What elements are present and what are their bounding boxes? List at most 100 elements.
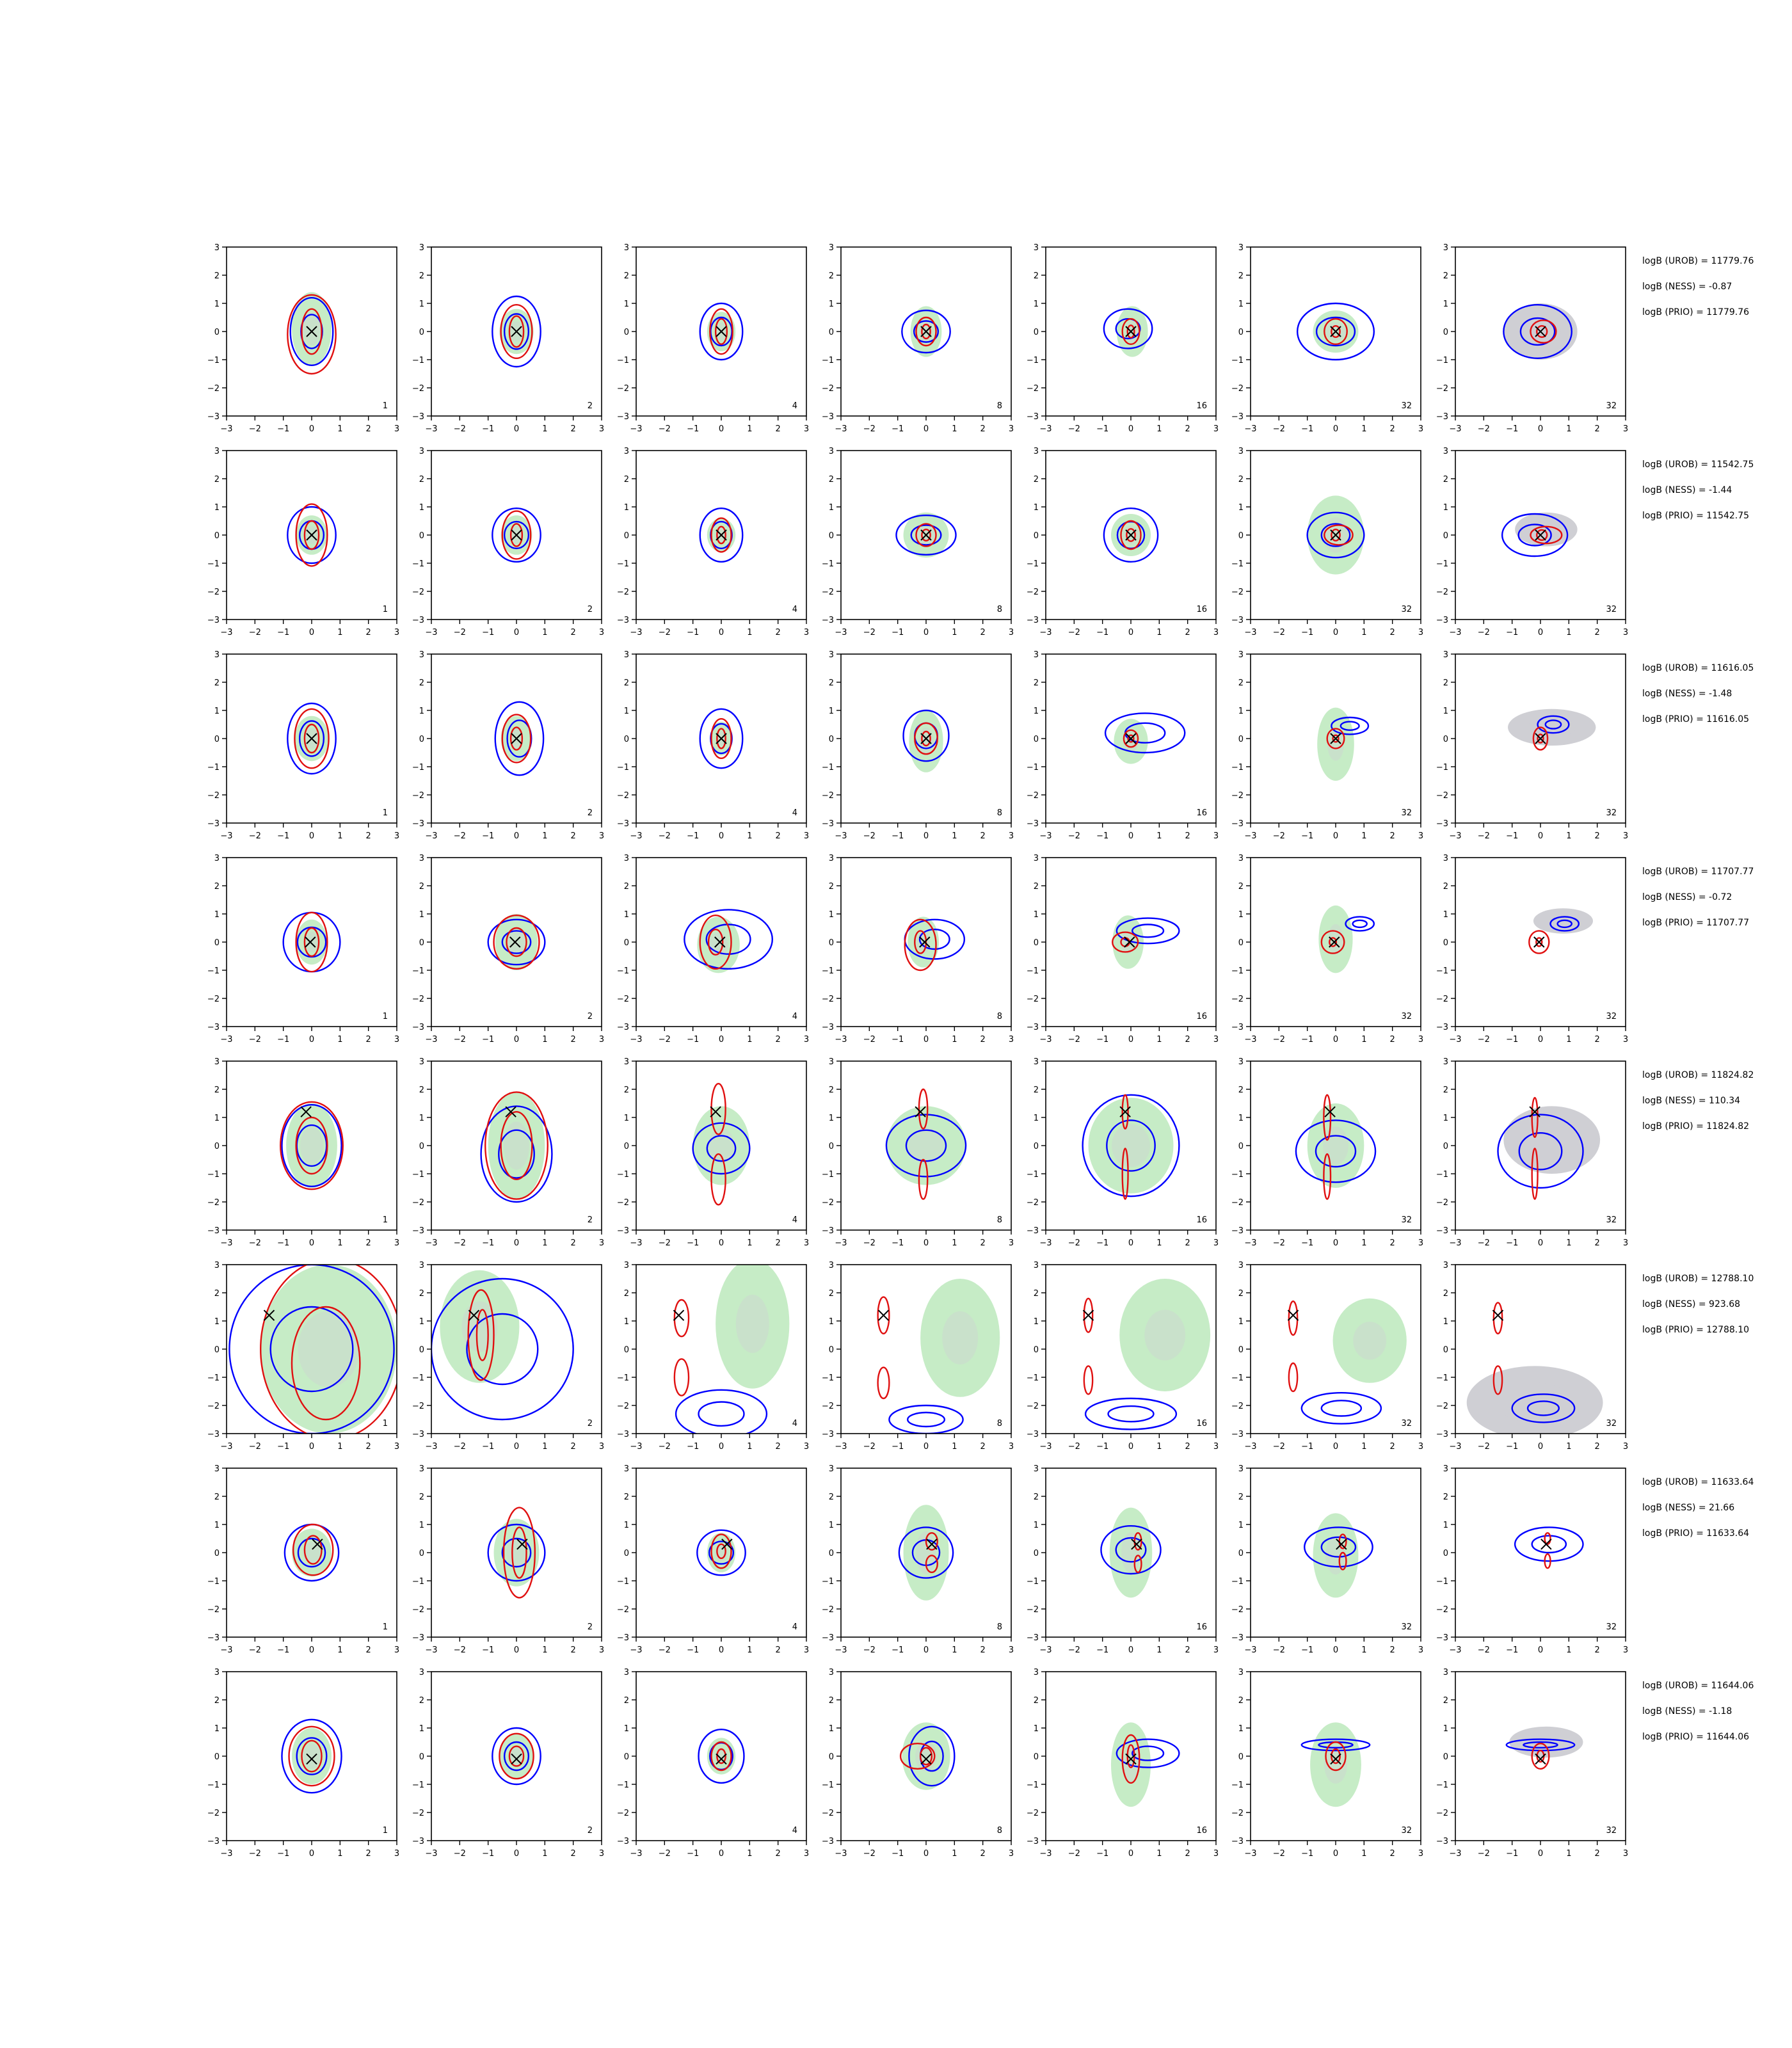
panel-count-label: 16 xyxy=(1196,605,1207,614)
x-tick-label: −2 xyxy=(1068,1035,1080,1044)
x-tick-label: 1 xyxy=(1566,628,1571,637)
x-tick-label: 0 xyxy=(1333,1645,1338,1655)
y-tick-label: 0 xyxy=(624,735,629,744)
y-tick-label: 2 xyxy=(1034,271,1039,281)
green-density-inner xyxy=(915,928,932,956)
x-tick-label: 1 xyxy=(1566,1035,1571,1044)
x-tick-label: 3 xyxy=(1418,1035,1423,1044)
x-tick-label: 3 xyxy=(394,1442,399,1452)
x-tick-label: 3 xyxy=(1009,424,1014,434)
x-tick-label: 1 xyxy=(1566,1849,1571,1859)
plot-area xyxy=(1082,1279,1211,1430)
plot-area xyxy=(492,508,541,563)
y-tick-label: −2 xyxy=(617,1198,629,1208)
blue-contour-inner xyxy=(1315,316,1356,347)
y-tick-label: 0 xyxy=(1443,531,1448,541)
x-tick-label: 0 xyxy=(309,1849,314,1859)
y-tick-label: −2 xyxy=(1027,791,1039,801)
true-value-marker xyxy=(1324,1106,1336,1117)
x-tick-label: 1 xyxy=(1156,628,1162,637)
x-tick-label: −3 xyxy=(1039,1442,1052,1452)
panel-count-label: 8 xyxy=(997,1215,1002,1225)
red-contour-1 xyxy=(1544,1532,1551,1545)
red-contour-2 xyxy=(714,318,728,346)
x-tick-label: −2 xyxy=(1478,628,1490,637)
panel-count-label: 1 xyxy=(383,1622,388,1632)
y-tick-label: 0 xyxy=(1238,1549,1244,1558)
x-tick-label: 0 xyxy=(1128,1442,1133,1452)
x-tick-label: 3 xyxy=(394,1645,399,1655)
x-tick-label: 1 xyxy=(952,1035,957,1044)
panel-count-label: 1 xyxy=(383,1215,388,1225)
x-tick-label: 3 xyxy=(394,1238,399,1248)
blue-contour-inner xyxy=(698,1401,745,1427)
panel-count-label: 4 xyxy=(792,1012,797,1021)
blue-contour-inner xyxy=(1320,523,1351,547)
x-tick-label: 1 xyxy=(1566,424,1571,434)
blue-contour-outer xyxy=(1300,1738,1371,1752)
plot-area xyxy=(228,1265,397,1434)
blue-contour-inner xyxy=(1556,919,1572,929)
panel-count-label: 32 xyxy=(1606,1215,1617,1225)
red-contour-2 xyxy=(1535,937,1543,947)
x-tick-label: 3 xyxy=(1418,424,1423,434)
x-tick-label: 3 xyxy=(804,1849,809,1859)
blue-contour-outer xyxy=(287,702,337,775)
y-tick-label: −2 xyxy=(1436,384,1448,394)
red-contour-1 xyxy=(915,316,937,347)
red-contour-1 xyxy=(501,510,532,560)
x-tick-label: 1 xyxy=(747,1238,752,1248)
panel-count-label: 32 xyxy=(1401,1826,1412,1836)
y-tick-label: 2 xyxy=(1034,678,1039,688)
x-tick-label: 2 xyxy=(776,1442,781,1452)
x-tick-label: −1 xyxy=(1506,1645,1518,1655)
red-contour-2 xyxy=(1121,1148,1129,1200)
y-tick-label: −1 xyxy=(822,1170,834,1180)
x-tick-label: 3 xyxy=(394,1849,399,1859)
x-tick-label: −1 xyxy=(482,1442,494,1452)
panel-r6-c6: −3−3 −2 −2 −1 −1 0 0 1 1 2 2 3 3 32 xyxy=(1231,1261,1423,1452)
blue-contour-outer xyxy=(287,506,337,564)
blue-contour-inner xyxy=(1107,1405,1155,1423)
y-tick-label: −3 xyxy=(1436,616,1448,625)
green-density-inner xyxy=(1320,1122,1352,1169)
red-contour-1 xyxy=(1120,520,1142,550)
plot-area xyxy=(1317,707,1370,781)
red-contour-2 xyxy=(716,1748,726,1764)
y-tick-label: −3 xyxy=(822,1023,834,1032)
blue-contour-inner xyxy=(498,1129,535,1179)
y-tick-label: 0 xyxy=(829,938,834,948)
red-contour-2 xyxy=(921,323,931,340)
x-tick-label: −1 xyxy=(482,1238,494,1248)
x-tick-label: −2 xyxy=(1273,1442,1285,1452)
y-tick-label: 0 xyxy=(1034,1345,1039,1355)
x-tick-label: 1 xyxy=(337,1645,342,1655)
panel-r7-c7: −3−3 −2 −2 −1 −1 0 0 1 1 2 2 3 3 32 xyxy=(1436,1464,1628,1655)
x-tick-label: −3 xyxy=(220,1442,232,1452)
y-tick-label: 1 xyxy=(829,707,834,716)
y-tick-label: 1 xyxy=(419,707,424,716)
x-tick-label: 3 xyxy=(1213,628,1219,637)
x-tick-label: −2 xyxy=(1068,1238,1080,1248)
blue-contour-outer xyxy=(289,297,334,367)
y-tick-label: −1 xyxy=(412,356,424,365)
y-tick-label: 3 xyxy=(624,1057,629,1067)
red-contour-1 xyxy=(710,517,732,553)
x-tick-label: 2 xyxy=(366,424,371,434)
red-contour-2 xyxy=(1288,1362,1299,1393)
x-tick-label: 3 xyxy=(1418,1849,1423,1859)
y-tick-label: 1 xyxy=(419,300,424,309)
green-density-core xyxy=(1144,1309,1186,1361)
red-contour-2 xyxy=(509,523,524,547)
y-tick-label: 2 xyxy=(1443,882,1448,892)
blue-contour-inner xyxy=(296,1737,328,1775)
y-tick-label: −3 xyxy=(412,1837,424,1846)
x-tick-label: 2 xyxy=(1595,831,1600,841)
blue-contour-outer xyxy=(228,1265,395,1434)
y-tick-label: 3 xyxy=(829,1668,834,1677)
x-tick-label: 3 xyxy=(1213,1849,1219,1859)
x-tick-label: 0 xyxy=(514,1849,519,1859)
y-tick-label: 2 xyxy=(624,475,629,484)
true-value-marker xyxy=(716,733,727,744)
x-tick-label: 2 xyxy=(1185,1849,1190,1859)
